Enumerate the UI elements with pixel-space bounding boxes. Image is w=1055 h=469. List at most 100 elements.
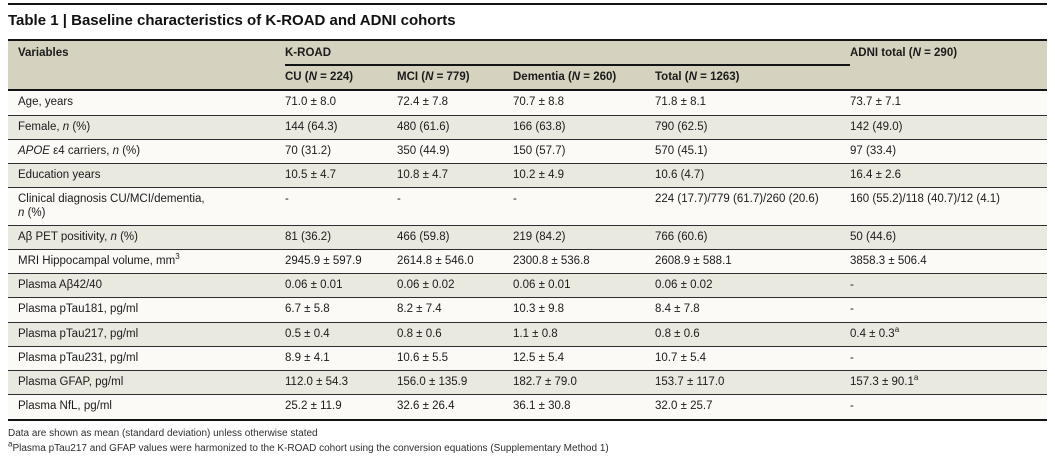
cell-value: 160 (55.2)/118 (40.7)/12 (4.1)	[850, 187, 1047, 226]
cell-value: 10.3 ± 9.8	[513, 297, 655, 323]
cell-value: 10.7 ± 5.4	[655, 345, 850, 371]
cell-value: 150 (57.7)	[513, 138, 655, 164]
row-label: Plasma NfL, pg/ml	[8, 394, 285, 420]
cell-value: 25.2 ± 11.9	[285, 394, 397, 420]
cell-value: 8.9 ± 4.1	[285, 345, 397, 371]
row-label: Clinical diagnosis CU/MCI/dementia, n (%)	[8, 187, 285, 226]
row-label: Education years	[8, 163, 285, 188]
cell-value: 3858.3 ± 506.4	[850, 248, 1047, 274]
row-label: Plasma pTau181, pg/ml	[8, 297, 285, 323]
cell-value: 50 (44.6)	[850, 224, 1047, 250]
col-header-variables: Variables	[8, 40, 285, 91]
table-row: MRI Hippocampal volume, mm3 2945.9 ± 597.…	[8, 248, 1047, 274]
cell-value: 0.4 ± 0.3a	[850, 321, 1047, 347]
cell-value: 72.4 ± 7.8	[397, 89, 513, 116]
table-body: Age, years 71.0 ± 8.0 72.4 ± 7.8 70.7 ± 8.8…	[8, 89, 1047, 420]
cell-value: 6.7 ± 5.8	[285, 297, 397, 323]
table-row: Plasma pTau217, pg/ml 0.5 ± 0.4 0.8 ± 0.6 1…	[8, 321, 1047, 347]
table-footnotes: Data are shown as mean (standard deviati…	[8, 426, 1047, 456]
table-row: Plasma Aβ42/40 0.06 ± 0.01 0.06 ± 0.02 0.06…	[8, 273, 1047, 298]
cell-value: -	[850, 273, 1047, 298]
cell-value: 0.06 ± 0.01	[513, 273, 655, 298]
table-subheader-row: CU (N = 224) MCI (N = 779) Dementia (N = 2…	[8, 65, 1047, 91]
table-row: Plasma pTau181, pg/ml 6.7 ± 5.8 8.2 ± 7.4 1…	[8, 297, 1047, 323]
cell-value: 10.6 (4.7)	[655, 163, 850, 188]
row-label: Female, n (%)	[8, 114, 285, 140]
row-label: APOE ε4 carriers, n (%)	[8, 138, 285, 164]
cell-value: 81 (36.2)	[285, 224, 397, 250]
cell-value: 70.7 ± 8.8	[513, 89, 655, 116]
row-label: Age, years	[8, 89, 285, 116]
cell-value: 10.8 ± 4.7	[397, 163, 513, 188]
col-header-total: Total (N = 1263)	[655, 65, 850, 91]
col-group-kroad: K-ROAD	[285, 40, 850, 67]
cell-value: 219 (84.2)	[513, 224, 655, 250]
baseline-characteristics-table: Variables K-ROAD ADNI total (N = 290) CU…	[8, 39, 1047, 421]
table-row: Plasma GFAP, pg/ml 112.0 ± 54.3 156.0 ± 13…	[8, 370, 1047, 395]
table-row: Plasma pTau231, pg/ml 8.9 ± 4.1 10.6 ± 5.5…	[8, 345, 1047, 371]
cell-value: 0.5 ± 0.4	[285, 321, 397, 347]
cell-value: 224 (17.7)/779 (61.7)/260 (20.6)	[655, 187, 850, 226]
cell-value: -	[285, 187, 397, 226]
cell-value: 157.3 ± 90.1a	[850, 370, 1047, 395]
table-row: Female, n (%) 144 (64.3) 480 (61.6) 166 (63…	[8, 114, 1047, 140]
cell-value: 10.5 ± 4.7	[285, 163, 397, 188]
table-row: Clinical diagnosis CU/MCI/dementia, n (%)…	[8, 187, 1047, 226]
footnote: aPlasma pTau217 and GFAP values were har…	[8, 439, 609, 454]
col-header-dementia: Dementia (N = 260)	[513, 65, 655, 91]
cell-value: 142 (49.0)	[850, 114, 1047, 140]
cell-value: 466 (59.8)	[397, 224, 513, 250]
top-rule	[8, 3, 1047, 5]
table-header: Variables K-ROAD ADNI total (N = 290) CU…	[8, 40, 1047, 91]
cell-value: 36.1 ± 30.8	[513, 394, 655, 420]
cell-value: 12.5 ± 5.4	[513, 345, 655, 371]
cell-value: -	[397, 187, 513, 226]
cell-value: -	[850, 394, 1047, 420]
col-header-mci: MCI (N = 779)	[397, 65, 513, 91]
row-label: MRI Hippocampal volume, mm3	[8, 248, 285, 274]
table-header-row-groups: Variables K-ROAD ADNI total (N = 290)	[8, 40, 1047, 91]
cell-value: 10.2 ± 4.9	[513, 163, 655, 188]
row-label: Plasma pTau231, pg/ml	[8, 345, 285, 371]
cell-value: 16.4 ± 2.6	[850, 163, 1047, 188]
row-label: Plasma Aβ42/40	[8, 273, 285, 298]
cell-value: 766 (60.6)	[655, 224, 850, 250]
cell-value: 0.06 ± 0.01	[285, 273, 397, 298]
cell-value: 0.8 ± 0.6	[655, 321, 850, 347]
cell-value: -	[850, 345, 1047, 371]
table-row: Aβ PET positivity, n (%) 81 (36.2) 466 (59…	[8, 224, 1047, 250]
table-row: Age, years 71.0 ± 8.0 72.4 ± 7.8 70.7 ± 8.8…	[8, 89, 1047, 116]
table-row: Education years 10.5 ± 4.7 10.8 ± 4.7 10.2 …	[8, 163, 1047, 188]
col-header-cu: CU (N = 224)	[285, 65, 397, 91]
cell-value: 480 (61.6)	[397, 114, 513, 140]
cell-value: 8.4 ± 7.8	[655, 297, 850, 323]
cell-value: 8.2 ± 7.4	[397, 297, 513, 323]
cell-value: 71.0 ± 8.0	[285, 89, 397, 116]
col-header-adni-total: ADNI total (N = 290)	[850, 40, 1047, 91]
cell-value: 182.7 ± 79.0	[513, 370, 655, 395]
table-title: Table 1 | Baseline characteristics of K-…	[8, 12, 456, 29]
cell-value: -	[513, 187, 655, 226]
cell-value: 153.7 ± 117.0	[655, 370, 850, 395]
cell-value: 32.6 ± 26.4	[397, 394, 513, 420]
cell-value: 2300.8 ± 536.8	[513, 248, 655, 274]
cell-value: 166 (63.8)	[513, 114, 655, 140]
cell-value: 570 (45.1)	[655, 138, 850, 164]
cell-value: 2614.8 ± 546.0	[397, 248, 513, 274]
table-row: Plasma NfL, pg/ml 25.2 ± 11.9 32.6 ± 26.4 3…	[8, 394, 1047, 420]
cell-value: 2608.9 ± 588.1	[655, 248, 850, 274]
cell-value: 0.06 ± 0.02	[397, 273, 513, 298]
cell-value: 97 (33.4)	[850, 138, 1047, 164]
row-label: Aβ PET positivity, n (%)	[8, 224, 285, 250]
cell-value: 32.0 ± 25.7	[655, 394, 850, 420]
row-label: Plasma pTau217, pg/ml	[8, 321, 285, 347]
row-label: Plasma GFAP, pg/ml	[8, 370, 285, 395]
cell-value: 112.0 ± 54.3	[285, 370, 397, 395]
cell-value: 350 (44.9)	[397, 138, 513, 164]
footnote: Data are shown as mean (standard deviati…	[8, 427, 318, 439]
cell-value: 73.7 ± 7.1	[850, 89, 1047, 116]
cell-value: 790 (62.5)	[655, 114, 850, 140]
cell-value: 70 (31.2)	[285, 138, 397, 164]
table-row: APOE ε4 carriers, n (%) 70 (31.2) 350 (44.…	[8, 138, 1047, 164]
